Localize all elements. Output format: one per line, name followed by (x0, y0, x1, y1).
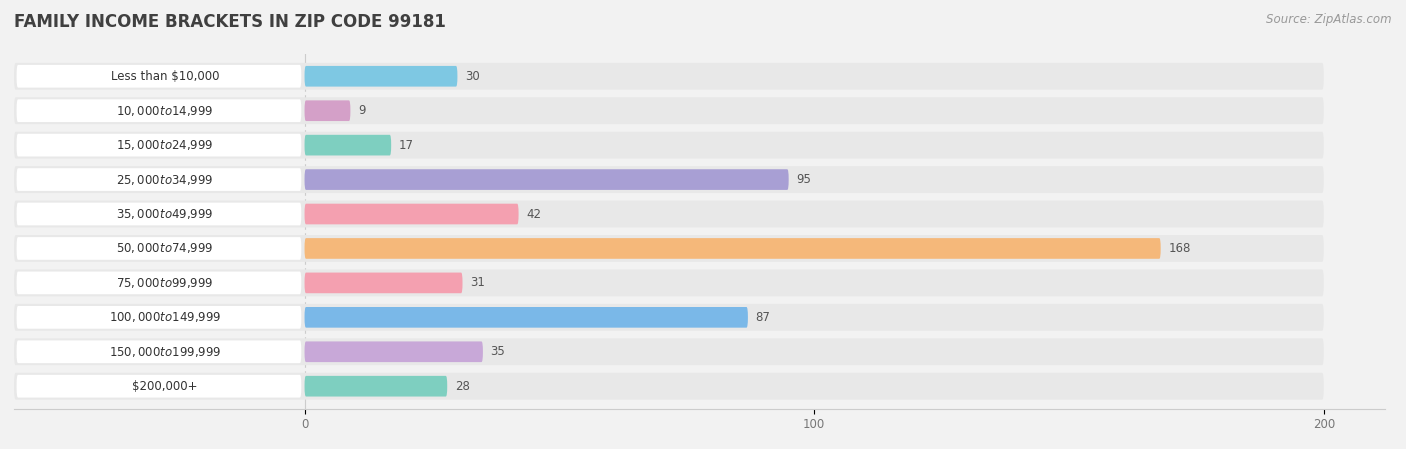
FancyBboxPatch shape (14, 166, 1324, 193)
FancyBboxPatch shape (305, 66, 457, 87)
Text: 17: 17 (399, 139, 413, 152)
FancyBboxPatch shape (17, 340, 301, 363)
Text: 87: 87 (755, 311, 770, 324)
FancyBboxPatch shape (17, 375, 301, 397)
FancyBboxPatch shape (14, 97, 1324, 124)
Text: 168: 168 (1168, 242, 1191, 255)
Text: 35: 35 (491, 345, 505, 358)
FancyBboxPatch shape (305, 238, 1161, 259)
FancyBboxPatch shape (14, 339, 1324, 365)
FancyBboxPatch shape (17, 272, 301, 294)
FancyBboxPatch shape (17, 306, 301, 329)
FancyBboxPatch shape (305, 204, 519, 224)
FancyBboxPatch shape (17, 134, 301, 157)
Text: $15,000 to $24,999: $15,000 to $24,999 (117, 138, 214, 152)
Text: $25,000 to $34,999: $25,000 to $34,999 (117, 172, 214, 187)
FancyBboxPatch shape (17, 99, 301, 122)
Text: 28: 28 (456, 380, 470, 393)
FancyBboxPatch shape (305, 101, 350, 121)
Text: $35,000 to $49,999: $35,000 to $49,999 (117, 207, 214, 221)
FancyBboxPatch shape (305, 169, 789, 190)
FancyBboxPatch shape (305, 341, 482, 362)
FancyBboxPatch shape (14, 269, 1324, 296)
Text: 31: 31 (470, 277, 485, 290)
FancyBboxPatch shape (305, 273, 463, 293)
Text: Source: ZipAtlas.com: Source: ZipAtlas.com (1267, 13, 1392, 26)
Text: $75,000 to $99,999: $75,000 to $99,999 (117, 276, 214, 290)
Text: $100,000 to $149,999: $100,000 to $149,999 (108, 310, 221, 324)
Text: FAMILY INCOME BRACKETS IN ZIP CODE 99181: FAMILY INCOME BRACKETS IN ZIP CODE 99181 (14, 13, 446, 31)
Text: Less than $10,000: Less than $10,000 (111, 70, 219, 83)
Text: $200,000+: $200,000+ (132, 380, 198, 393)
FancyBboxPatch shape (17, 202, 301, 225)
Text: 9: 9 (359, 104, 366, 117)
FancyBboxPatch shape (17, 237, 301, 260)
Text: 95: 95 (796, 173, 811, 186)
FancyBboxPatch shape (305, 135, 391, 155)
FancyBboxPatch shape (17, 65, 301, 88)
FancyBboxPatch shape (17, 168, 301, 191)
Text: $50,000 to $74,999: $50,000 to $74,999 (117, 242, 214, 255)
FancyBboxPatch shape (14, 304, 1324, 331)
FancyBboxPatch shape (305, 307, 748, 328)
Text: 30: 30 (465, 70, 479, 83)
Text: 42: 42 (526, 207, 541, 220)
FancyBboxPatch shape (305, 376, 447, 396)
FancyBboxPatch shape (14, 201, 1324, 228)
FancyBboxPatch shape (14, 132, 1324, 158)
Text: $10,000 to $14,999: $10,000 to $14,999 (117, 104, 214, 118)
FancyBboxPatch shape (14, 235, 1324, 262)
FancyBboxPatch shape (14, 63, 1324, 90)
Text: $150,000 to $199,999: $150,000 to $199,999 (108, 345, 221, 359)
FancyBboxPatch shape (14, 373, 1324, 400)
